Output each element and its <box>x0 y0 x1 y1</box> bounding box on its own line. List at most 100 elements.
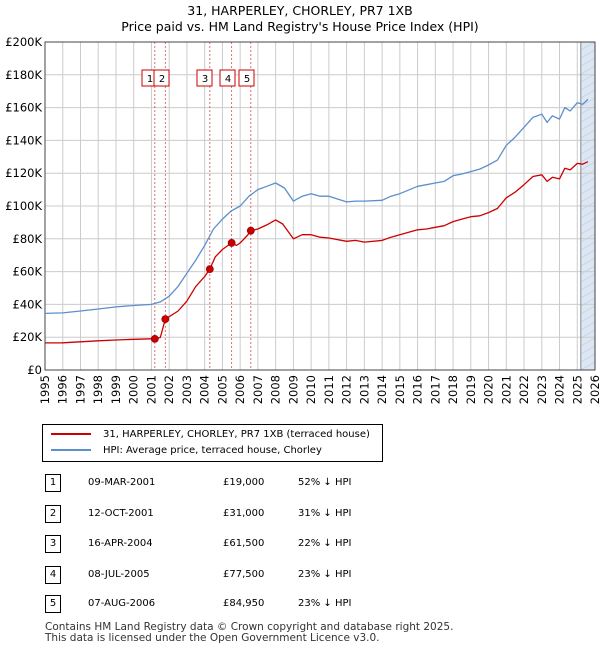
forecast-hatch <box>580 289 596 299</box>
transaction-date: 09-MAR-2001 <box>88 477 156 488</box>
forecast-hatch <box>580 281 596 291</box>
x-tick-label: 2024 <box>553 375 567 404</box>
y-tick-label: £80K <box>13 232 43 246</box>
forecast-hatch <box>580 249 596 259</box>
forecast-hatch <box>580 305 596 315</box>
sale-number-label: 2 <box>159 74 165 85</box>
y-tick-label: £200K <box>5 35 42 49</box>
transaction-hpi: 52% ↓ HPI <box>298 477 352 488</box>
transaction-number: 3 <box>45 535 61 553</box>
y-tick-label: £140K <box>5 133 42 147</box>
legend-label-property: 31, HARPERLEY, CHORLEY, PR7 1XB (terrace… <box>103 429 370 440</box>
sale-point <box>227 238 236 247</box>
x-tick-label: 2004 <box>198 375 212 404</box>
x-tick-label: 2000 <box>127 375 141 404</box>
forecast-hatch <box>580 225 596 235</box>
sale-number-box <box>153 69 170 87</box>
forecast-hatch <box>580 329 596 339</box>
forecast-hatch <box>580 121 596 131</box>
chart-title: 31, HARPERLEY, CHORLEY, PR7 1XB <box>187 3 413 18</box>
forecast-hatch <box>580 233 596 243</box>
sale-point <box>205 265 214 274</box>
forecast-hatch <box>580 273 596 283</box>
x-tick-label: 2020 <box>482 375 496 404</box>
transaction-price: £31,000 <box>223 508 265 519</box>
transaction-date: 16-APR-2004 <box>88 538 153 549</box>
x-tick-label: 2012 <box>340 375 354 404</box>
forecast-hatch <box>580 193 596 203</box>
sale-number-box <box>219 69 236 87</box>
transaction-date: 08-JUL-2005 <box>88 569 150 580</box>
x-tick-label: 2003 <box>180 375 194 404</box>
x-tick-label: 2025 <box>570 375 584 404</box>
x-tick-label: 2022 <box>517 375 531 404</box>
y-tick-label: £120K <box>5 166 42 180</box>
transaction-hpi: 23% ↓ HPI <box>298 598 352 609</box>
chart-subtitle: Price paid vs. HM Land Registry's House … <box>121 19 479 34</box>
forecast-hatch <box>580 361 596 371</box>
forecast-hatch <box>580 345 596 355</box>
transaction-price: £19,000 <box>223 477 265 488</box>
legend-swatch-property <box>51 433 91 435</box>
transaction-number: 4 <box>45 566 61 584</box>
forecast-hatch <box>580 89 596 99</box>
sale-point <box>161 315 170 324</box>
forecast-hatch <box>580 145 596 155</box>
footer-license: This data is licensed under the Open Gov… <box>45 632 380 644</box>
sale-point <box>246 226 255 235</box>
forecast-hatch <box>580 169 596 179</box>
transaction-hpi: 22% ↓ HPI <box>298 538 352 549</box>
forecast-hatch <box>580 209 596 219</box>
forecast-hatch <box>580 73 596 83</box>
forecast-hatch <box>580 241 596 251</box>
y-tick-label: £100K <box>5 199 42 213</box>
sale-number-box <box>238 69 255 87</box>
x-tick-label: 1996 <box>56 375 70 404</box>
y-tick-label: £40K <box>13 297 43 311</box>
forecast-hatch <box>580 257 596 267</box>
transaction-price: £77,500 <box>223 569 265 580</box>
forecast-hatch <box>580 337 596 347</box>
x-tick-label: 2007 <box>251 375 265 404</box>
forecast-hatch <box>580 57 596 67</box>
plot-frame <box>44 41 596 371</box>
x-tick-label: 2014 <box>375 375 389 404</box>
x-tick-label: 2005 <box>215 375 229 404</box>
sale-number-label: 3 <box>202 74 208 85</box>
y-tick-label: £160K <box>5 101 42 115</box>
transaction-hpi: 31% ↓ HPI <box>298 508 352 519</box>
x-tick-label: 1995 <box>38 375 52 404</box>
x-tick-label: 2021 <box>499 375 513 404</box>
forecast-hatch <box>580 137 596 147</box>
transaction-date: 12-OCT-2001 <box>88 508 154 519</box>
forecast-hatch <box>580 161 596 171</box>
x-tick-label: 1997 <box>73 375 87 404</box>
x-tick-label: 2006 <box>233 375 247 404</box>
forecast-hatch <box>580 97 596 107</box>
sale-number-box <box>196 69 213 87</box>
x-tick-label: 2001 <box>144 375 158 404</box>
forecast-hatch <box>580 113 596 123</box>
forecast-hatch <box>580 49 596 59</box>
forecast-hatch <box>580 41 596 51</box>
y-tick-label: £20K <box>13 330 43 344</box>
x-tick-label: 2002 <box>162 375 176 404</box>
transaction-date: 07-AUG-2006 <box>88 598 156 609</box>
transaction-number: 5 <box>45 595 61 613</box>
forecast-hatch <box>580 353 596 363</box>
x-tick-label: 2019 <box>464 375 478 404</box>
sale-number-label: 5 <box>244 74 250 85</box>
legend-item-hpi: HPI: Average price, terraced house, Chor… <box>51 444 322 458</box>
legend-swatch-hpi <box>51 449 91 451</box>
y-tick-label: £180K <box>5 68 42 82</box>
price-chart: £0 £20K £40K £60K £80K £100K £120K £140K £160K £1… <box>5 35 600 404</box>
x-tick-label: 2011 <box>322 375 336 404</box>
footer-copyright: Contains HM Land Registry data © Crown c… <box>45 621 454 633</box>
x-tick-label: 2008 <box>269 375 283 404</box>
x-tick-label: 1998 <box>91 375 105 404</box>
forecast-hatch <box>580 185 596 195</box>
forecast-hatch <box>580 313 596 323</box>
x-tick-label: 2026 <box>588 375 600 404</box>
series-line-hpi <box>44 98 589 315</box>
sale-point <box>150 334 159 343</box>
